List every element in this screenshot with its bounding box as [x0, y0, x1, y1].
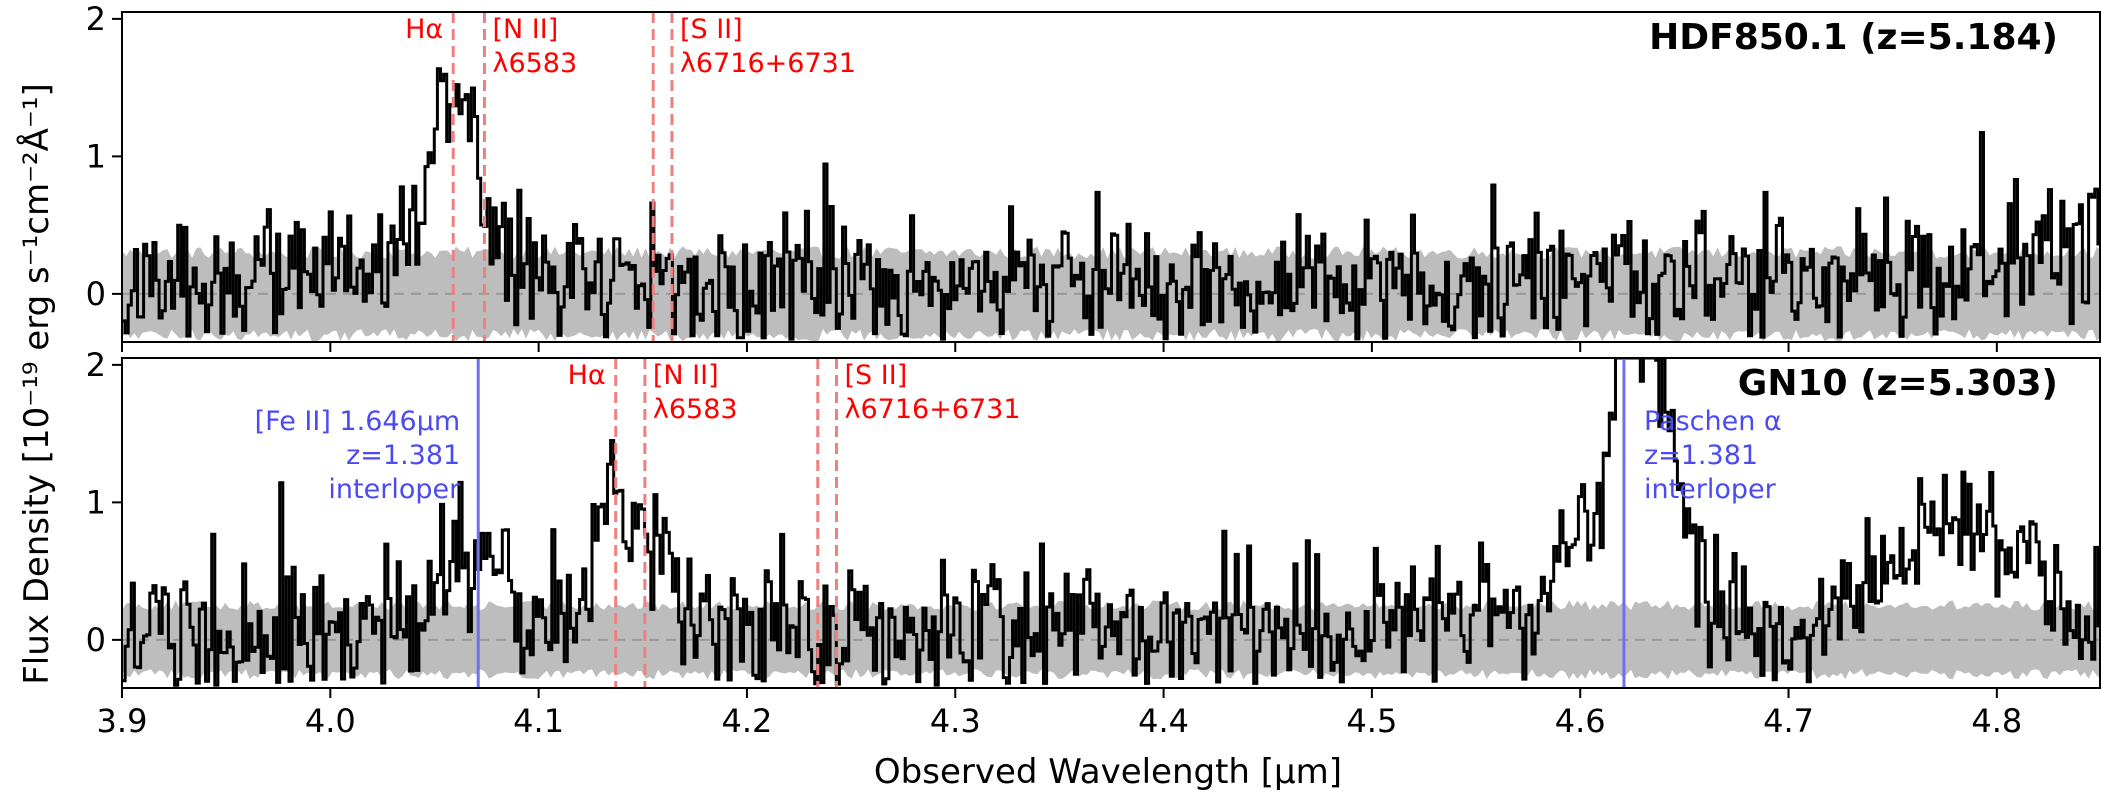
- interloper-label: interloper: [328, 474, 461, 505]
- panel-hdf850: Hα [N II]λ6583 [S II]λ6716+6731 0 1 2 HDF850.1…: [86, 0, 2101, 352]
- y-tick-label: 2: [86, 346, 106, 384]
- emission-label: Hα: [568, 360, 606, 391]
- x-tick-label: 4.5: [1346, 702, 1397, 740]
- x-axis-title: Observed Wavelength [μm]: [874, 752, 1342, 792]
- spectrum-line: [122, 358, 2101, 687]
- x-tick-label: 4.3: [930, 702, 981, 740]
- interloper-label: [Fe II] 1.646μm: [255, 406, 461, 437]
- y-tick-label: 1: [86, 483, 106, 521]
- emission-label: [S II]: [680, 14, 743, 45]
- emission-label: λ6583: [492, 48, 577, 79]
- panel-title: GN10 (z=5.303): [1738, 363, 2058, 404]
- interloper-label: interloper: [1644, 474, 1777, 505]
- emission-label: λ6716+6731: [845, 394, 1021, 425]
- interloper-label: Paschen α: [1644, 406, 1782, 437]
- interloper-label: z=1.381: [1644, 440, 1758, 471]
- y-tick-label: 1: [86, 137, 106, 175]
- emission-label: λ6716+6731: [680, 48, 856, 79]
- y-tick-label: 0: [86, 275, 106, 313]
- emission-label: Hα: [405, 14, 443, 45]
- panel-frame: [121, 357, 2101, 689]
- emission-label: [S II]: [845, 360, 908, 391]
- y-axis-title: Flux Density [10⁻¹⁹ erg s⁻¹cm⁻²Å⁻¹]: [16, 83, 57, 685]
- emission-label: [N II]: [653, 360, 719, 391]
- x-axis-ticks: 3.9 4.0 4.1 4.2 4.3 4.4 4.5 4.6 4.7 4.8: [97, 702, 2023, 740]
- x-tick-label: 3.9: [97, 702, 148, 740]
- x-tick-label: 4.1: [513, 702, 564, 740]
- panel-title: HDF850.1 (z=5.184): [1649, 17, 2058, 58]
- x-tick-label: 4.0: [305, 702, 356, 740]
- y-tick-label: 2: [86, 0, 106, 38]
- y-tick-label: 0: [86, 621, 106, 659]
- panel-gn10: [Fe II] 1.646μmz=1.381interloperPaschen …: [86, 346, 2101, 698]
- x-tick-label: 4.4: [1138, 702, 1189, 740]
- x-tick-label: 4.2: [722, 702, 773, 740]
- x-tick-label: 4.8: [1971, 702, 2022, 740]
- emission-label: [N II]: [492, 14, 558, 45]
- emission-label: λ6583: [653, 394, 738, 425]
- x-tick-label: 4.7: [1763, 702, 1814, 740]
- panel-frame: [121, 11, 2101, 343]
- interloper-label: z=1.381: [346, 440, 460, 471]
- x-tick-label: 4.6: [1555, 702, 1606, 740]
